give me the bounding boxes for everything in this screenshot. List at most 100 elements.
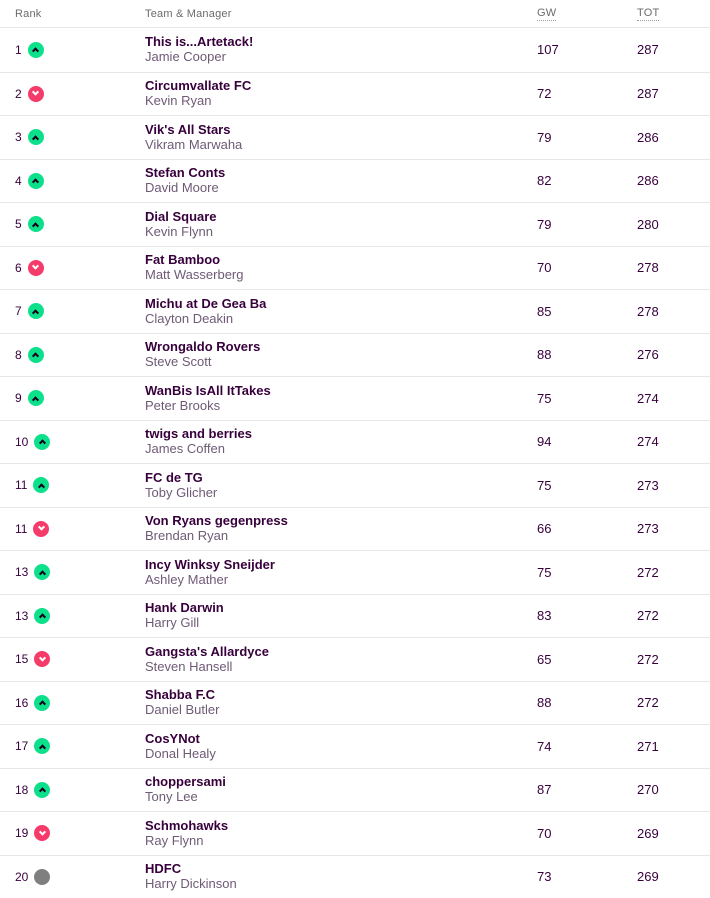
team-name-link[interactable]: Circumvallate FC — [145, 78, 252, 94]
team-name-link[interactable]: choppersami — [145, 774, 226, 790]
table-row: 18 choppersami Tony Lee 87 270 — [0, 767, 710, 812]
rank-value: 2 — [15, 86, 22, 101]
manager-name: Jamie Cooper — [145, 49, 226, 65]
movement-up-icon — [27, 303, 44, 320]
rank-value: 15 — [15, 652, 29, 667]
team-name-link[interactable]: twigs and berries — [145, 426, 252, 442]
manager-name: Kevin Ryan — [145, 93, 212, 109]
team-name-link[interactable]: FC de TG — [145, 469, 203, 485]
team-name-link[interactable]: This is...Artetack! — [145, 34, 254, 50]
gw-points: 70 — [537, 825, 552, 841]
team-name-link[interactable]: Hank Darwin — [145, 600, 224, 616]
gw-points: 70 — [537, 260, 552, 276]
total-points: 269 — [637, 869, 659, 885]
total-points: 274 — [637, 390, 659, 406]
manager-name: Ray Flynn — [145, 832, 204, 848]
total-points: 270 — [637, 782, 659, 798]
rank-value: 7 — [15, 304, 22, 319]
movement-up-icon — [34, 781, 51, 798]
gw-points: 79 — [537, 216, 552, 232]
total-points: 272 — [637, 564, 659, 580]
table-row: 11 FC de TG Toby Glicher 75 273 — [0, 463, 710, 507]
gw-points: 87 — [537, 782, 552, 798]
team-name-link[interactable]: Shabba F.C — [145, 687, 216, 703]
rank-value: 5 — [15, 217, 22, 232]
table-row: 9 WanBis IsAll ItTakes Peter Brooks 75 27… — [0, 376, 710, 420]
gw-points: 65 — [537, 651, 552, 667]
team-name-link[interactable]: Stefan Conts — [145, 165, 226, 181]
total-points: 274 — [637, 434, 659, 450]
movement-down-icon — [34, 825, 51, 842]
total-points: 286 — [637, 129, 659, 145]
gw-points: 82 — [537, 173, 552, 189]
movement-up-icon — [27, 390, 44, 407]
gw-points: 79 — [537, 129, 552, 145]
movement-up-icon — [27, 216, 44, 233]
table-row: 5 Dial Square Kevin Flynn 79 280 — [0, 202, 710, 246]
manager-name: Toby Glicher — [145, 484, 218, 500]
table-row: 15 Gangsta's Allardyce Steven Hansell 65 … — [0, 637, 710, 681]
rank-value: 10 — [15, 434, 29, 449]
rank-value: 3 — [15, 130, 22, 145]
manager-name: Vikram Marwaha — [145, 136, 243, 152]
table-row: 3 Vik's All Stars Vikram Marwaha 79 286 — [0, 115, 710, 159]
table-row: 13 Incy Winksy Sneijder Ashley Mather 75 … — [0, 550, 710, 594]
rank-value: 16 — [15, 695, 29, 710]
gw-column-header: GW — [537, 6, 557, 21]
manager-name: Harry Gill — [145, 615, 200, 631]
movement-up-icon — [27, 346, 44, 363]
movement-up-icon — [27, 172, 44, 189]
team-name-link[interactable]: CosYNot — [145, 730, 200, 746]
rank-value: 8 — [15, 347, 22, 362]
gw-points: 88 — [537, 695, 552, 711]
movement-up-icon — [27, 129, 44, 146]
team-name-link[interactable]: Wrongaldo Rovers — [145, 339, 261, 355]
movement-up-icon — [34, 607, 51, 624]
movement-down-icon — [34, 651, 51, 668]
rank-value: 6 — [15, 260, 22, 275]
total-points: 272 — [637, 651, 659, 667]
manager-name: Peter Brooks — [145, 397, 221, 413]
team-name-link[interactable]: Von Ryans gegenpress — [145, 513, 288, 529]
total-points: 273 — [637, 477, 659, 493]
total-points: 287 — [637, 42, 659, 58]
manager-name: Matt Wasserberg — [145, 267, 244, 283]
team-name-link[interactable]: WanBis IsAll ItTakes — [145, 382, 271, 398]
table-row: 7 Michu at De Gea Ba Clayton Deakin 85 27… — [0, 289, 710, 333]
manager-name: David Moore — [145, 180, 219, 196]
team-name-link[interactable]: Michu at De Gea Ba — [145, 295, 267, 311]
team-name-link[interactable]: Dial Square — [145, 208, 217, 224]
manager-name: Harry Dickinson — [145, 876, 237, 892]
manager-name: Ashley Mather — [145, 571, 229, 587]
gw-points: 85 — [537, 303, 552, 319]
tot-column-header: TOT — [637, 6, 660, 21]
team-name-link[interactable]: Gangsta's Allardyce — [145, 643, 269, 659]
total-points: 273 — [637, 521, 659, 537]
total-points: 272 — [637, 608, 659, 624]
table-row: 13 Hank Darwin Harry Gill 83 272 — [0, 593, 710, 638]
rank-value: 9 — [15, 391, 22, 406]
table-row: 6 Fat Bamboo Matt Wasserberg 70 278 — [0, 245, 710, 290]
gw-points: 73 — [537, 869, 552, 885]
team-name-link[interactable]: Fat Bamboo — [145, 252, 221, 268]
manager-name: Donal Healy — [145, 745, 216, 761]
rank-value: 11 — [15, 521, 28, 536]
movement-up-icon — [27, 41, 44, 58]
rank-value: 13 — [15, 565, 29, 580]
team-name-link[interactable]: HDFC — [145, 861, 182, 877]
table-header-row: Rank Team & Manager GW TOT — [0, 0, 710, 28]
team-name-link[interactable]: Schmohawks — [145, 817, 229, 833]
table-row: 20 HDFC Harry Dickinson 73 269 — [0, 854, 710, 898]
team-name-link[interactable]: Incy Winksy Sneijder — [145, 556, 275, 572]
gw-points: 75 — [537, 390, 552, 406]
gw-points: 74 — [537, 738, 552, 754]
total-points: 269 — [637, 825, 659, 841]
gw-points: 75 — [537, 564, 552, 580]
movement-down-icon — [33, 520, 50, 537]
total-points: 278 — [637, 303, 659, 319]
total-points: 272 — [637, 695, 659, 711]
team-name-link[interactable]: Vik's All Stars — [145, 121, 231, 137]
total-points: 287 — [637, 86, 659, 102]
rank-value: 4 — [15, 173, 22, 188]
